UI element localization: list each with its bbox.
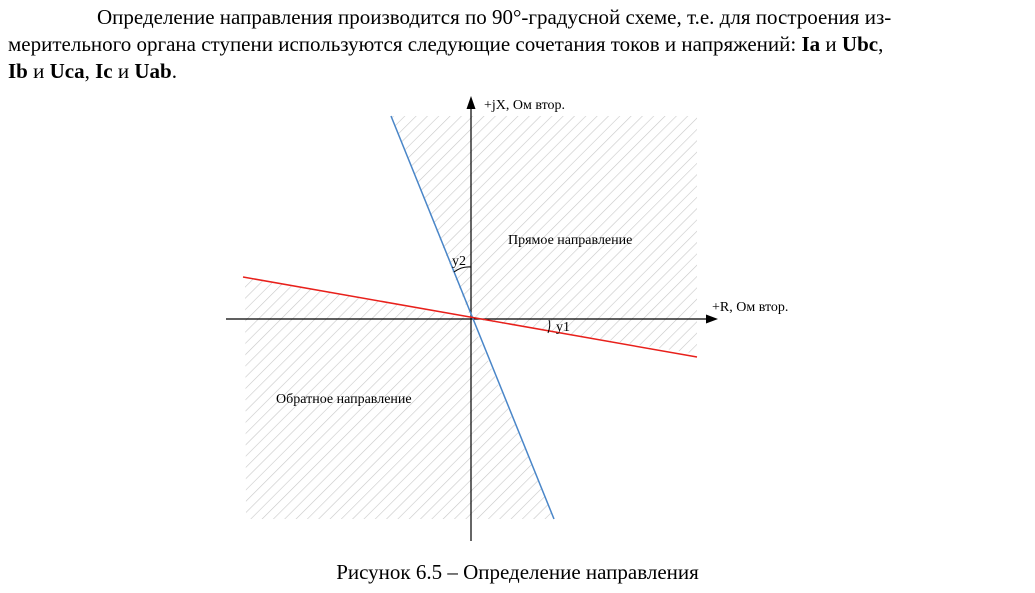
current-ib: Ib — [8, 59, 28, 83]
paragraph-line-1: Определение направления производится по … — [97, 5, 892, 29]
conjunction: и — [27, 59, 50, 83]
punctuation: , — [84, 59, 96, 83]
voltage-uab: Uab — [134, 59, 172, 83]
angle-y1-arc — [547, 319, 551, 334]
body-paragraph: Определение направления производится по … — [8, 4, 1024, 85]
angle-y1-label: y1 — [556, 320, 570, 335]
punctuation: , — [878, 32, 884, 56]
figure-caption: Рисунок 6.5 – Определение направления — [336, 560, 699, 584]
y-axis-label: +jX, Ом втор. — [484, 98, 565, 113]
angle-y2-arc — [453, 266, 472, 273]
paragraph-text: мерительного органа ступени используются… — [8, 32, 802, 56]
forward-region-hatch — [391, 116, 697, 354]
voltage-uca: Uca — [49, 59, 85, 83]
current-ia: Ia — [801, 32, 821, 56]
current-ic: Ic — [95, 59, 113, 83]
paragraph-line-2: мерительного органа ступени используются… — [8, 31, 1024, 58]
red-boundary-line — [242, 276, 698, 358]
punctuation: . — [171, 59, 177, 83]
reverse-direction-label: Обратное направление — [276, 392, 412, 407]
conjunction: и — [820, 32, 842, 56]
conjunction: и — [112, 59, 135, 83]
voltage-ubc: Ubc — [841, 32, 879, 56]
reverse-region-hatch — [245, 277, 554, 519]
x-axis-label: +R, Ом втор. — [712, 300, 788, 315]
forward-direction-label: Прямое направление — [508, 233, 632, 248]
y-axis-arrow-icon — [466, 96, 476, 109]
x-axis-arrow-icon — [706, 314, 718, 324]
angle-y2-label: y2 — [452, 254, 466, 269]
paragraph-line-3: Ib и Uca, Ic и Uab. — [8, 58, 1024, 85]
